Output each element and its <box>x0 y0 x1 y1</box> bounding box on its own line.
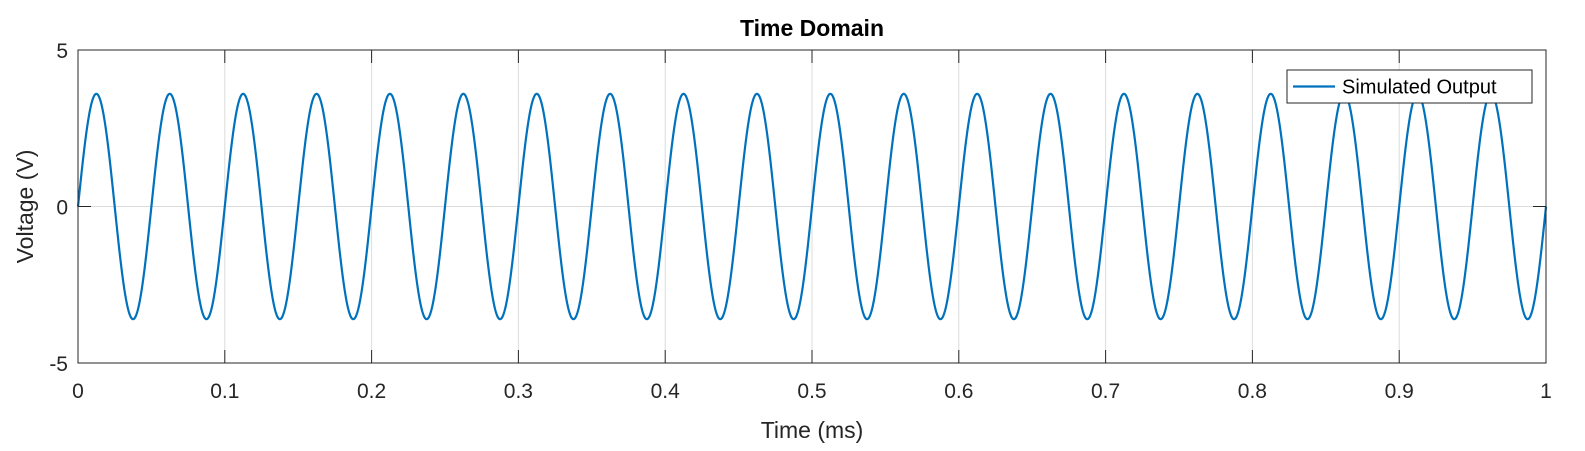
chart-title: Time Domain <box>740 15 884 41</box>
y-tick-label: -5 <box>49 353 68 376</box>
series-line-simulated-output <box>76 92 1548 321</box>
x-axis-label: Time (ms) <box>761 417 864 443</box>
x-tick-label: 0.6 <box>944 380 973 403</box>
x-tick-label: 1 <box>1540 380 1552 403</box>
x-tick-label: 0.2 <box>357 380 386 403</box>
x-tick-label: 0.4 <box>651 380 681 403</box>
axis-ticks: 0 0.1 0.2 0.3 0.4 0.5 0.6 0.7 0.8 0.9 1-505 <box>49 40 1552 403</box>
x-tick-label: 0 <box>72 380 84 403</box>
x-tick-label: 0.7 <box>1091 380 1120 403</box>
x-tick-label: 0.9 <box>1385 380 1414 403</box>
legend: Simulated Output <box>1286 69 1533 104</box>
y-tick-label: 5 <box>56 40 68 63</box>
x-tick-label: 0.1 <box>210 380 239 403</box>
x-tick-label: 0.3 <box>504 380 533 403</box>
x-tick-label: 0.8 <box>1238 380 1267 403</box>
legend-entry-simulated-output: Simulated Output <box>1342 77 1497 99</box>
y-axis-label: Voltage (V) <box>12 150 38 264</box>
y-tick-label: 0 <box>56 197 68 220</box>
x-tick-label: 0.5 <box>797 380 826 403</box>
